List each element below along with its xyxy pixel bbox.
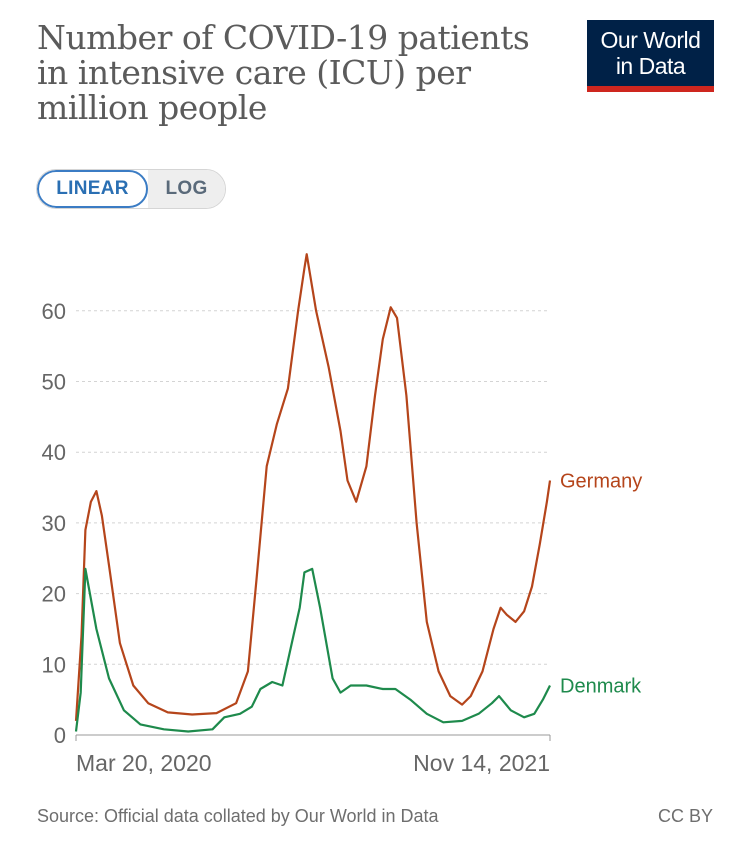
logo-line-2: in Data (615, 53, 686, 79)
y-tick-label: 50 (42, 370, 66, 395)
y-tick-label: 10 (42, 652, 66, 677)
license-link[interactable]: CC BY (657, 806, 713, 826)
series-label-germany: Germany (560, 470, 642, 492)
series-line-denmark (74, 567, 551, 733)
series-label-denmark: Denmark (560, 676, 642, 698)
linear-scale-button[interactable]: LINEAR (37, 170, 148, 208)
y-tick-label: 60 (42, 299, 66, 324)
y-tick-label: 0 (54, 723, 66, 748)
y-tick-label: 30 (42, 511, 66, 536)
x-tick-label: Nov 14, 2021 (413, 750, 550, 776)
x-tick-label: Mar 20, 2020 (76, 750, 212, 776)
source-note[interactable]: Source: Official data collated by Our Wo… (37, 806, 439, 826)
scale-toggle: LINEAR LOG (36, 169, 226, 209)
y-tick-label: 40 (42, 440, 66, 465)
owid-logo[interactable]: Our World in Data (587, 20, 714, 92)
chart-title: Number of COVID-19 patients in intensive… (37, 18, 530, 127)
series-line-germany (74, 253, 552, 721)
logo-line-1: Our World (600, 27, 701, 53)
y-tick-label: 20 (42, 582, 66, 607)
log-scale-button[interactable]: LOG (148, 170, 225, 208)
